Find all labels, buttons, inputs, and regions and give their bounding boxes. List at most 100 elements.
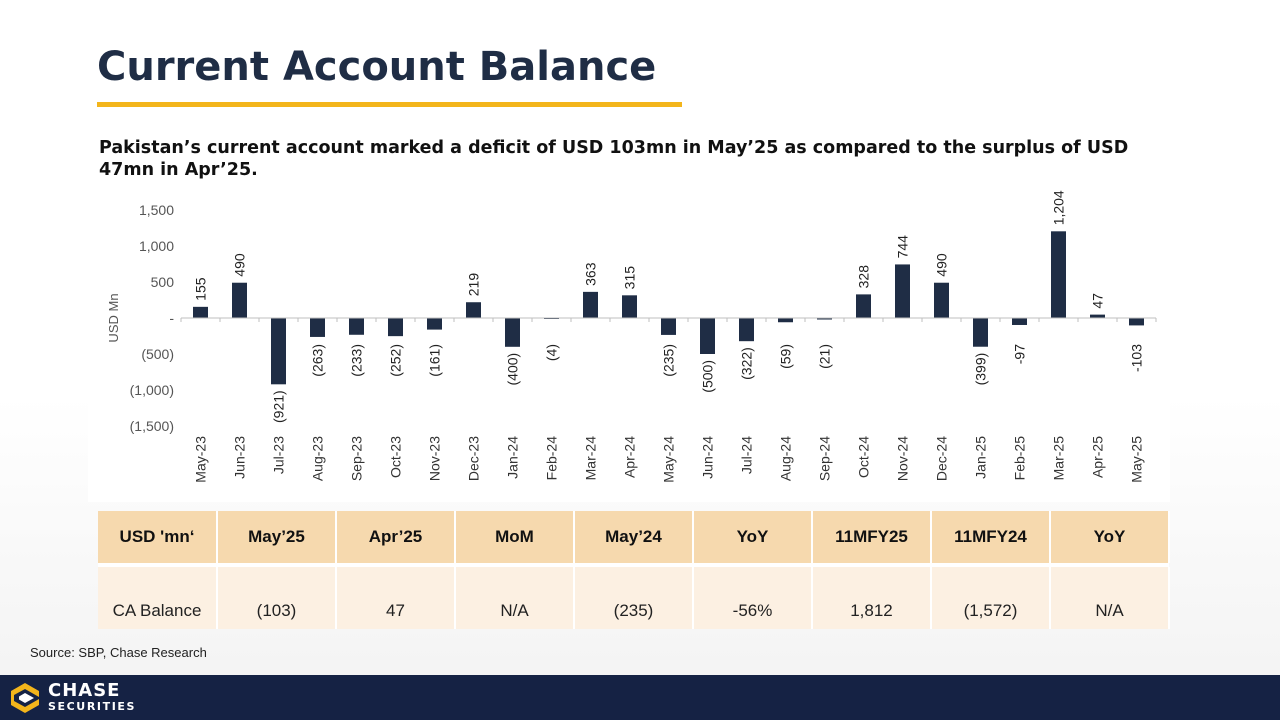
x-tick-label: Aug-23 — [310, 436, 326, 481]
bar-data-label: (21) — [817, 344, 833, 369]
bar — [778, 318, 793, 323]
bar-data-label: (400) — [505, 353, 521, 386]
x-tick-label: Sep-24 — [817, 436, 833, 481]
x-tick-label: May-24 — [661, 436, 677, 483]
bar — [388, 318, 403, 337]
bar-data-label: 744 — [895, 235, 911, 259]
x-tick-label: Mar-25 — [1051, 436, 1067, 481]
bar — [505, 318, 520, 347]
x-tick-label: Nov-23 — [427, 436, 443, 481]
chart-panel: 1,500 1,000 500 - (500) (1,000) (1,500) USD Mn 1… — [88, 190, 1170, 502]
bar — [934, 282, 949, 318]
bar-data-label: -103 — [1129, 344, 1145, 372]
slide-subtitle: Pakistan’s current account marked a defi… — [99, 138, 1129, 180]
bar — [1129, 318, 1144, 326]
chase-logo-icon — [11, 683, 39, 713]
y-tick-label: 500 — [151, 274, 175, 290]
bar-data-label: (161) — [427, 344, 443, 377]
bar — [1051, 231, 1066, 318]
bar-data-label: (399) — [973, 353, 989, 386]
current-account-bar-chart: 1,500 1,000 500 - (500) (1,000) (1,500) USD Mn 1… — [106, 190, 1157, 483]
bar — [271, 318, 286, 385]
y-tick-label: (500) — [141, 346, 174, 362]
y-axis-title: USD Mn — [106, 293, 121, 342]
bar — [232, 282, 247, 318]
bar-data-label: (233) — [349, 344, 365, 377]
bar-data-label: (235) — [661, 344, 677, 377]
table-header-cell: MoM — [455, 511, 575, 563]
bar — [817, 318, 832, 320]
bar — [193, 306, 208, 318]
bar-data-label: 1,204 — [1051, 190, 1067, 225]
x-tick-label: Jan-25 — [973, 436, 989, 479]
bar — [700, 318, 715, 354]
table-header-cell: Apr’25 — [336, 511, 456, 563]
bar — [973, 318, 988, 347]
table-cell: CA Balance — [98, 567, 218, 629]
table-header-cell: May’24 — [574, 511, 694, 563]
x-tick-label: Jul-23 — [271, 436, 287, 474]
table-header-cell: 11MFY24 — [931, 511, 1051, 563]
bar-data-label: (59) — [778, 344, 794, 369]
x-tick-label: Apr-25 — [1090, 436, 1106, 478]
y-tick-label: - — [169, 310, 174, 326]
bar-data-label: (921) — [271, 390, 287, 423]
bar-data-label: -97 — [1012, 344, 1028, 364]
footer-bar: CHASE SECURITIES — [0, 675, 1280, 720]
bar — [622, 295, 637, 318]
summary-table: USD 'mn‘ May’25 Apr’25 MoM May’24 YoY 11… — [98, 511, 1170, 629]
x-tick-label: Apr-24 — [622, 436, 638, 478]
bar-data-label: 490 — [934, 253, 950, 277]
table-cell: 1,812 — [812, 567, 932, 629]
table-header-cell: USD 'mn‘ — [98, 511, 218, 563]
x-tick-label: Jun-24 — [700, 436, 716, 479]
x-tick-label: Feb-25 — [1012, 436, 1028, 481]
bar — [427, 318, 442, 330]
x-tick-label: Jan-24 — [505, 436, 521, 479]
x-tick-label: May-23 — [193, 436, 209, 483]
bar — [895, 264, 910, 318]
x-tick-label: Mar-24 — [583, 436, 599, 481]
bar — [739, 318, 754, 342]
bar — [310, 318, 325, 337]
table-cell: -56% — [693, 567, 813, 629]
bar — [349, 318, 364, 335]
x-tick-label: Dec-24 — [934, 436, 950, 481]
x-tick-label: Jul-24 — [739, 436, 755, 474]
bar-data-label: 363 — [583, 262, 599, 286]
table-header-row: USD 'mn‘ May’25 Apr’25 MoM May’24 YoY 11… — [98, 511, 1170, 563]
bar-data-label: 315 — [622, 266, 638, 290]
bar-data-label: 155 — [193, 277, 209, 301]
y-tick-label: (1,000) — [130, 382, 174, 398]
x-tick-label: May-25 — [1129, 436, 1145, 483]
table-header-cell: May’25 — [217, 511, 337, 563]
table-cell: (103) — [217, 567, 337, 629]
table-row: CA Balance (103) 47 N/A (235) -56% 1,812… — [98, 567, 1170, 629]
table-header-cell: YoY — [693, 511, 813, 563]
chase-securities-logo: CHASE SECURITIES — [10, 681, 170, 715]
bar-data-label: (4) — [544, 344, 560, 361]
table-header-cell: YoY — [1050, 511, 1170, 563]
source-note: Source: SBP, Chase Research — [30, 645, 207, 660]
table-cell: (1,572) — [931, 567, 1051, 629]
logo-text-securities: SECURITIES — [48, 700, 137, 713]
x-tick-label: Sep-23 — [349, 436, 365, 481]
bar-data-label: 47 — [1090, 293, 1106, 309]
logo-text-chase: CHASE — [48, 680, 121, 701]
x-tick-label: Nov-24 — [895, 436, 911, 481]
bar-data-label: (322) — [739, 347, 755, 380]
y-tick-label: (1,500) — [130, 418, 174, 434]
x-tick-label: Oct-23 — [388, 436, 404, 478]
table-cell: (235) — [574, 567, 694, 629]
x-tick-label: Jun-23 — [232, 436, 248, 479]
table-cell: N/A — [455, 567, 575, 629]
table-spacer — [98, 563, 1169, 567]
y-tick-label: 1,500 — [139, 202, 174, 218]
x-tick-label: Feb-24 — [544, 436, 560, 481]
bar-data-label: (263) — [310, 344, 326, 377]
x-tick-label: Oct-24 — [856, 436, 872, 478]
x-tick-label: Dec-23 — [466, 436, 482, 481]
bar-data-label: (500) — [700, 360, 716, 393]
bar — [583, 291, 598, 318]
bar — [1012, 318, 1027, 325]
